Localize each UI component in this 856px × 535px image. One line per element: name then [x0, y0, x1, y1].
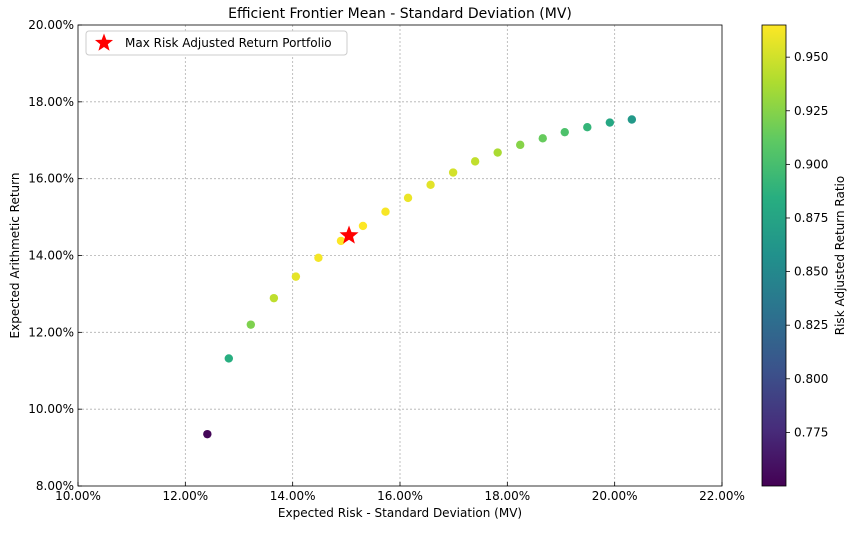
colorbar-tick-label: 0.775: [794, 425, 828, 439]
colorbar-ticks: 0.775 0.800 0.825 0.850 0.875 0.900 0.925 0.950: [786, 50, 828, 439]
frontier-point: [493, 148, 502, 157]
frontier-point: [516, 140, 525, 150]
frontier-point: [538, 134, 547, 143]
frontier-point: [381, 207, 390, 216]
colorbar-tick-label: 0.900: [794, 157, 828, 171]
frontier-point: [314, 253, 323, 263]
grid: [78, 25, 722, 486]
frontier-point: [358, 221, 368, 231]
x-tick-label: 10.00%: [55, 489, 101, 503]
frontier-point: [336, 236, 346, 246]
x-axis-label: Expected Risk - Standard Deviation (MV): [278, 506, 522, 520]
axis-ticks: 10.00% 12.00% 14.00% 16.00% 18.00% 20.00% 22.0…: [28, 18, 745, 503]
colorbar-tick-label: 0.875: [794, 211, 828, 225]
frontier-point: [627, 115, 637, 124]
y-tick-label: 10.00%: [28, 402, 74, 416]
max-ratio-star-marker: [339, 225, 359, 244]
frontier-point: [583, 122, 592, 132]
colorbar-tick-label: 0.800: [794, 372, 828, 386]
colorbar-tick-label: 0.950: [794, 50, 828, 64]
colorbar-tick-label: 0.925: [794, 104, 828, 118]
x-tick-label: 22.00%: [699, 489, 745, 503]
frontier-point: [246, 320, 256, 329]
x-tick-label: 16.00%: [377, 489, 423, 503]
scatter-points: [203, 115, 637, 439]
frontier-point: [403, 193, 413, 203]
x-tick-label: 12.00%: [162, 489, 208, 503]
legend-star-icon: [94, 33, 114, 51]
frontier-point: [605, 118, 615, 127]
colorbar-gradient: [761, 24, 787, 487]
y-axis-label: Expected Arithmetic Return: [8, 173, 22, 339]
colorbar-tick-label: 0.825: [794, 318, 828, 332]
x-tick-label: 14.00%: [270, 489, 316, 503]
frontier-point: [560, 127, 569, 137]
frontier-point: [291, 272, 301, 281]
legend-entry-label: Max Risk Adjusted Return Portfolio: [125, 36, 332, 50]
x-tick-label: 20.00%: [592, 489, 638, 503]
colorbar-tick-label: 0.850: [794, 265, 828, 279]
y-tick-label: 8.00%: [36, 479, 74, 493]
frontier-point: [470, 157, 480, 166]
x-tick-label: 18.00%: [484, 489, 530, 503]
frontier-point: [203, 429, 212, 439]
y-tick-label: 12.00%: [28, 325, 74, 339]
highlight-layer: [339, 225, 359, 244]
frontier-point: [269, 293, 279, 303]
frontier-point: [448, 168, 458, 177]
colorbar-label: Risk Adjusted Return Ratio: [833, 176, 847, 335]
legend: Max Risk Adjusted Return Portfolio: [85, 30, 348, 56]
frontier-point: [224, 354, 234, 363]
y-tick-label: 18.00%: [28, 95, 74, 109]
y-tick-label: 16.00%: [28, 172, 74, 186]
colorbar: 0.775 0.800 0.825 0.850 0.875 0.900 0.925 0.950…: [761, 24, 847, 487]
frontier-point: [426, 180, 435, 190]
y-tick-label: 14.00%: [28, 249, 74, 263]
y-tick-label: 20.00%: [28, 18, 74, 32]
chart-title: Efficient Frontier Mean - Standard Devia…: [228, 6, 572, 22]
plot-frame: [77, 24, 723, 487]
legend-box: [85, 30, 348, 56]
